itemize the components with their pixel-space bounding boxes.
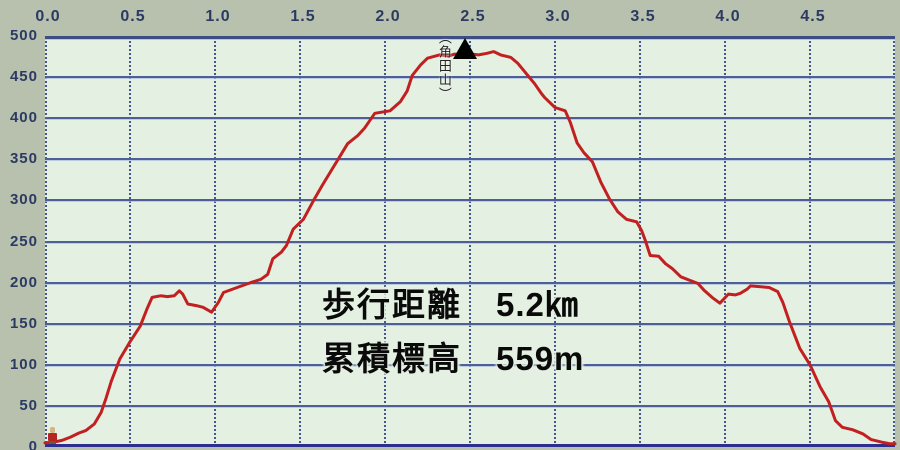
y-tick-label: 150 bbox=[9, 314, 38, 332]
stats-overlay: 歩行距離 5.2㎞ 累積標高 559m bbox=[322, 278, 584, 386]
cumulative-elevation-value: 559m bbox=[496, 340, 585, 377]
x-tick-label: 4.5 bbox=[800, 8, 826, 25]
gridline-horizontal bbox=[45, 117, 895, 120]
x-tick-label: 2.0 bbox=[375, 8, 401, 25]
walking-distance-row: 歩行距離 5.2㎞ bbox=[322, 278, 584, 332]
x-tick-label: 3.0 bbox=[545, 8, 571, 25]
y-tick-label: 50 bbox=[19, 396, 38, 414]
x-tick-label: 4.0 bbox=[715, 8, 741, 25]
y-tick-label: 350 bbox=[9, 150, 38, 168]
walking-distance-label: 歩行距離 bbox=[322, 286, 462, 323]
y-tick-label: 100 bbox=[9, 355, 38, 373]
y-tick-label: 200 bbox=[9, 273, 38, 291]
gridline-horizontal bbox=[45, 363, 895, 366]
summit-marker-icon bbox=[452, 37, 477, 59]
walking-distance-value: 5.2㎞ bbox=[496, 286, 579, 323]
start-marker-icon bbox=[46, 426, 58, 445]
summit-label: （角田山） bbox=[436, 31, 452, 101]
gridline-horizontal bbox=[45, 281, 895, 284]
x-tick-label: 2.5 bbox=[460, 8, 486, 25]
y-tick-label: 450 bbox=[9, 68, 38, 86]
y-tick-label: 250 bbox=[9, 232, 38, 250]
x-tick-label: 0.0 bbox=[35, 8, 61, 25]
plot-top-border bbox=[45, 36, 895, 39]
gridline-horizontal bbox=[45, 240, 895, 243]
gridline-horizontal bbox=[45, 199, 895, 202]
y-tick-label: 0 bbox=[28, 438, 38, 450]
y-tick-label: 300 bbox=[9, 191, 38, 209]
x-tick-label: 0.5 bbox=[120, 8, 146, 25]
cumulative-elevation-label: 累積標高 bbox=[322, 340, 462, 377]
x-tick-label: 1.0 bbox=[205, 8, 231, 25]
gridline-horizontal bbox=[45, 76, 895, 79]
y-tick-label: 500 bbox=[9, 27, 38, 44]
y-tick-label: 400 bbox=[9, 109, 38, 127]
gridline-horizontal bbox=[45, 158, 895, 161]
plot-bottom-border bbox=[45, 444, 895, 447]
x-tick-label: 3.5 bbox=[630, 8, 656, 25]
gridline-horizontal bbox=[45, 322, 895, 325]
gridline-horizontal bbox=[45, 404, 895, 407]
x-tick-label: 1.5 bbox=[290, 8, 316, 25]
cumulative-elevation-row: 累積標高 559m bbox=[322, 332, 584, 386]
